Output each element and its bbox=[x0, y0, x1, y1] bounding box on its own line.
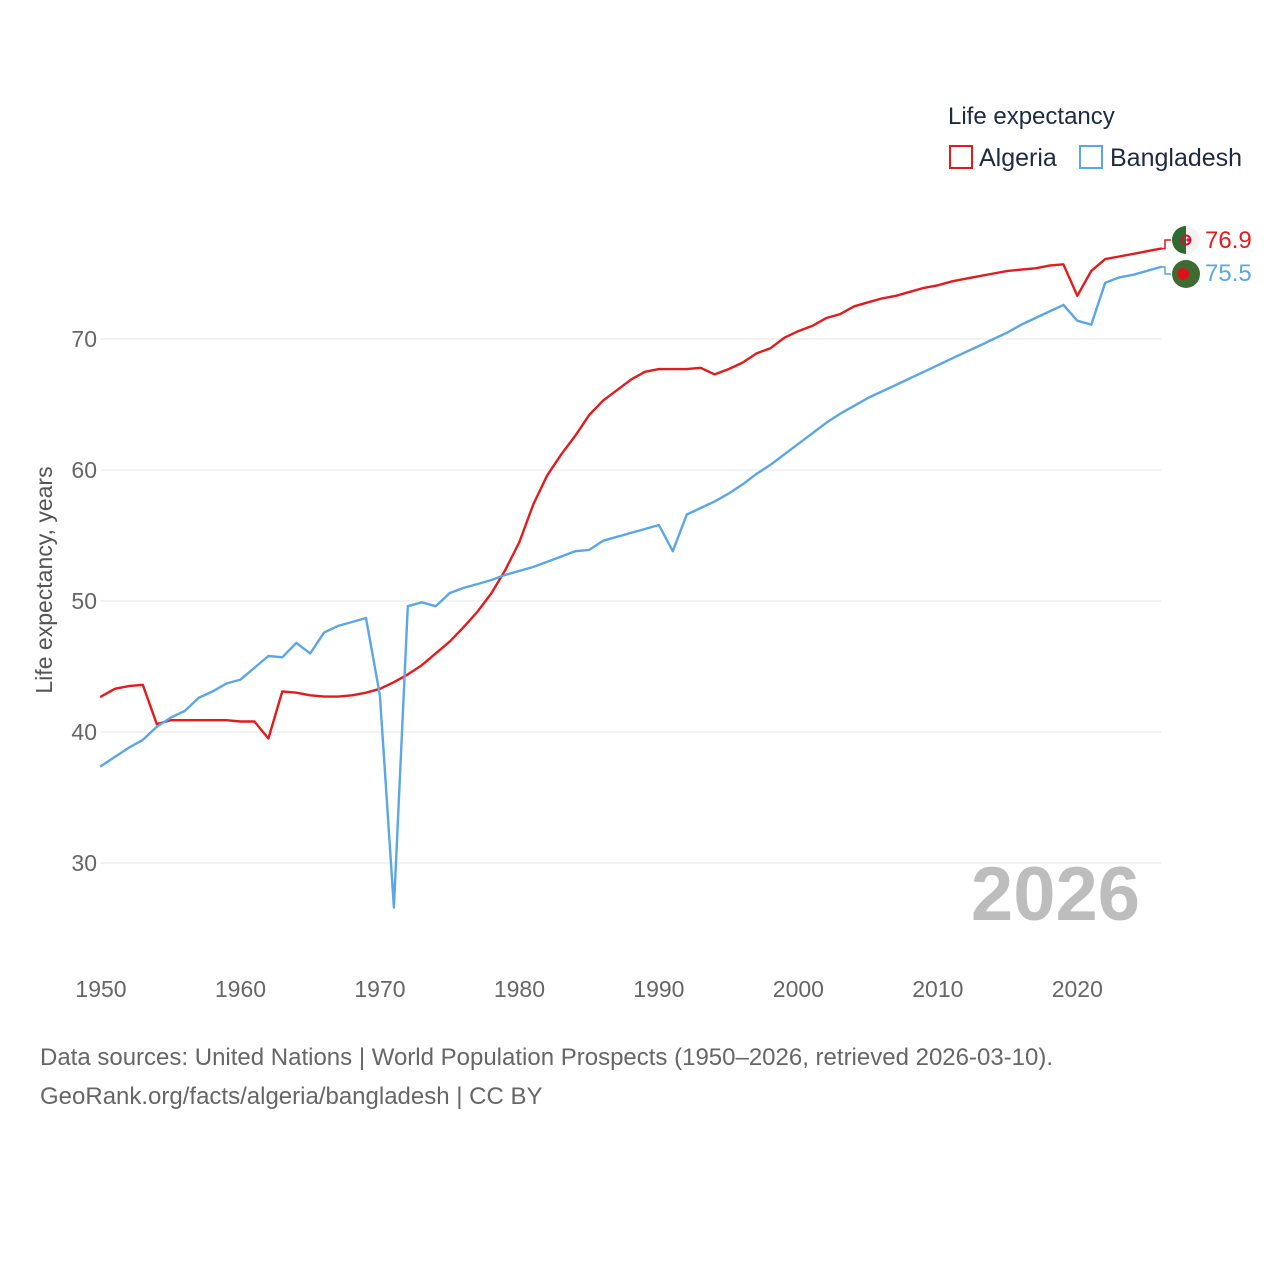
x-axis-ticks: 1950 1960 1970 1980 1990 2000 2010 2020 bbox=[75, 976, 1102, 1002]
y-tick-label-30: 30 bbox=[71, 850, 97, 876]
series-line-bangladesh bbox=[99, 265, 1163, 909]
algeria-flag-icon bbox=[1172, 226, 1200, 254]
legend-title: Life expectancy bbox=[948, 103, 1115, 130]
grid-lines bbox=[101, 338, 1161, 864]
y-tick-label-40: 40 bbox=[71, 719, 97, 745]
end-value-algeria: 76.9 bbox=[1205, 227, 1252, 254]
year-stamp: 2026 bbox=[971, 852, 1140, 937]
end-value-bangladesh: 75.5 bbox=[1205, 260, 1252, 287]
x-tick-label-1970: 1970 bbox=[354, 976, 405, 1002]
y-tick-label-50: 50 bbox=[71, 588, 97, 614]
x-tick-label-2010: 2010 bbox=[912, 976, 963, 1002]
x-tick-label-1950: 1950 bbox=[75, 976, 126, 1002]
x-tick-label-1980: 1980 bbox=[494, 976, 545, 1002]
series-lines bbox=[99, 239, 1171, 909]
y-axis-title: Life expectancy, years bbox=[31, 466, 57, 693]
series-connector-bangladesh bbox=[1161, 266, 1171, 275]
legend-swatch-bangladesh[interactable] bbox=[1079, 145, 1103, 169]
x-tick-label-1990: 1990 bbox=[633, 976, 684, 1002]
x-tick-label-2020: 2020 bbox=[1052, 976, 1103, 1002]
y-tick-label-60: 60 bbox=[71, 457, 97, 483]
y-axis-ticks: 30 40 50 60 70 bbox=[71, 326, 97, 876]
life-expectancy-chart: 30 40 50 60 70 1950 1960 1970 1980 1990 2000 2010 2… bbox=[31, 103, 1252, 1002]
x-tick-label-1960: 1960 bbox=[215, 976, 266, 1002]
data-source-note: Data sources: United Nations | World Pop… bbox=[40, 1044, 1054, 1071]
legend-swatch-algeria[interactable] bbox=[949, 145, 973, 169]
y-tick-label-70: 70 bbox=[71, 326, 97, 352]
series-connector-algeria bbox=[1161, 239, 1171, 250]
attribution-link[interactable]: GeoRank.org/facts/algeria/bangladesh | C… bbox=[40, 1083, 543, 1110]
legend-label-bangladesh[interactable]: Bangladesh bbox=[1110, 144, 1242, 172]
x-tick-label-2000: 2000 bbox=[773, 976, 824, 1002]
legend: Life expectancy Algeria Bangladesh bbox=[948, 103, 1242, 172]
series-line-algeria bbox=[99, 247, 1163, 740]
bangladesh-flag-icon bbox=[1172, 260, 1200, 288]
legend-label-algeria[interactable]: Algeria bbox=[979, 144, 1057, 172]
